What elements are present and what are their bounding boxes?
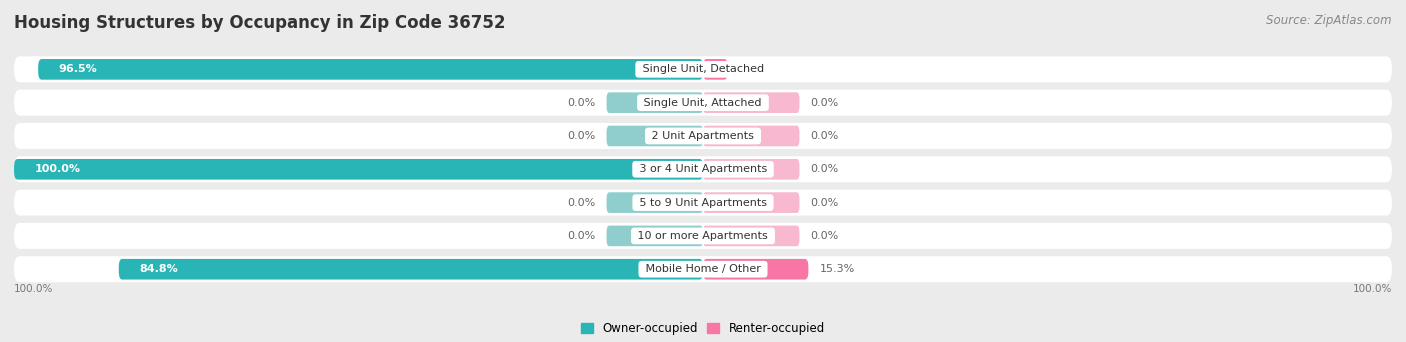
Text: 0.0%: 0.0% bbox=[810, 231, 839, 241]
FancyBboxPatch shape bbox=[14, 159, 703, 180]
Legend: Owner-occupied, Renter-occupied: Owner-occupied, Renter-occupied bbox=[579, 320, 827, 338]
FancyBboxPatch shape bbox=[14, 189, 1392, 215]
FancyBboxPatch shape bbox=[14, 223, 1392, 249]
FancyBboxPatch shape bbox=[703, 192, 800, 213]
Text: Mobile Home / Other: Mobile Home / Other bbox=[641, 264, 765, 274]
FancyBboxPatch shape bbox=[703, 126, 800, 146]
FancyBboxPatch shape bbox=[606, 226, 703, 246]
FancyBboxPatch shape bbox=[14, 56, 1392, 82]
FancyBboxPatch shape bbox=[703, 92, 800, 113]
Text: 0.0%: 0.0% bbox=[567, 231, 596, 241]
FancyBboxPatch shape bbox=[703, 259, 808, 279]
Text: 84.8%: 84.8% bbox=[139, 264, 179, 274]
Text: 0.0%: 0.0% bbox=[810, 98, 839, 108]
FancyBboxPatch shape bbox=[14, 123, 1392, 149]
FancyBboxPatch shape bbox=[38, 59, 703, 80]
Text: 96.5%: 96.5% bbox=[59, 64, 97, 74]
Text: 5 to 9 Unit Apartments: 5 to 9 Unit Apartments bbox=[636, 198, 770, 208]
FancyBboxPatch shape bbox=[703, 226, 800, 246]
Text: 3 or 4 Unit Apartments: 3 or 4 Unit Apartments bbox=[636, 164, 770, 174]
FancyBboxPatch shape bbox=[118, 259, 703, 279]
Text: Single Unit, Detached: Single Unit, Detached bbox=[638, 64, 768, 74]
Text: Housing Structures by Occupancy in Zip Code 36752: Housing Structures by Occupancy in Zip C… bbox=[14, 14, 506, 32]
FancyBboxPatch shape bbox=[14, 90, 1392, 116]
Text: 100.0%: 100.0% bbox=[14, 284, 53, 294]
Text: 100.0%: 100.0% bbox=[35, 164, 80, 174]
Text: 100.0%: 100.0% bbox=[1353, 284, 1392, 294]
Text: 0.0%: 0.0% bbox=[810, 164, 839, 174]
Text: Source: ZipAtlas.com: Source: ZipAtlas.com bbox=[1267, 14, 1392, 27]
FancyBboxPatch shape bbox=[14, 256, 1392, 282]
Text: 15.3%: 15.3% bbox=[820, 264, 855, 274]
Text: 3.6%: 3.6% bbox=[738, 64, 768, 74]
Text: 0.0%: 0.0% bbox=[567, 98, 596, 108]
FancyBboxPatch shape bbox=[606, 192, 703, 213]
Text: 2 Unit Apartments: 2 Unit Apartments bbox=[648, 131, 758, 141]
Text: 10 or more Apartments: 10 or more Apartments bbox=[634, 231, 772, 241]
Text: 0.0%: 0.0% bbox=[567, 198, 596, 208]
FancyBboxPatch shape bbox=[606, 126, 703, 146]
FancyBboxPatch shape bbox=[606, 92, 703, 113]
FancyBboxPatch shape bbox=[703, 59, 728, 80]
Text: 0.0%: 0.0% bbox=[810, 198, 839, 208]
FancyBboxPatch shape bbox=[703, 159, 800, 180]
Text: 0.0%: 0.0% bbox=[567, 131, 596, 141]
Text: 0.0%: 0.0% bbox=[810, 131, 839, 141]
Text: Single Unit, Attached: Single Unit, Attached bbox=[641, 98, 765, 108]
FancyBboxPatch shape bbox=[14, 156, 1392, 182]
